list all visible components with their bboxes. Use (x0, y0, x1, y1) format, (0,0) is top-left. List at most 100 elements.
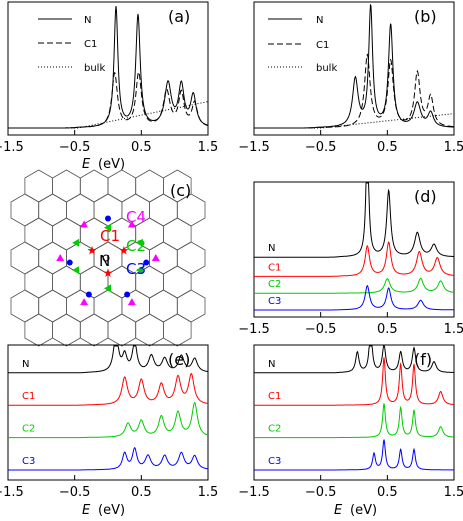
lattice-sites: ★ ★ ★ (56, 215, 160, 306)
panel-e-series-labels: N C1 C2 C3 (22, 359, 35, 467)
panel-e: (e) N C1 C2 C3 −1.5 −0.5 0.5 1.5 E (eV) (0, 344, 218, 518)
series-label-c2: C2 (268, 424, 281, 435)
lattice-hexagon (24, 217, 53, 251)
xlabel-variable: E (82, 157, 91, 172)
site-label-c1: C1 (100, 227, 120, 245)
panel-d-x-ticks: −1.5 −0.5 0.5 1.5 (238, 312, 463, 337)
series-label-c1: C1 (22, 391, 35, 402)
series-line-c2 (8, 401, 209, 439)
legend-label: N (316, 15, 323, 26)
panel-f-x-ticks: −1.5 −0.5 0.5 1.5 (238, 475, 463, 500)
series-line-c1 (8, 71, 209, 129)
series-line-c1 (8, 373, 209, 406)
site-marker-c3 (66, 259, 73, 266)
lattice-hexagon (24, 265, 53, 299)
lattice-hexagon (66, 193, 95, 227)
site-marker-c2 (135, 266, 143, 275)
panel-a-label: (a) (168, 7, 190, 26)
xlabel-unit: (eV) (98, 157, 125, 172)
panel-a-x-ticks: −1.5 −0.5 0.5 1.5 (0, 130, 218, 155)
series-line-n (254, 345, 454, 374)
x-tick-label: 1.5 (444, 322, 463, 337)
x-tick-label: −1.5 (0, 140, 24, 155)
panel-f-plot (254, 345, 454, 471)
series-line-c2 (254, 277, 454, 294)
site-marker-c4 (127, 298, 136, 306)
x-tick-label: 1.5 (444, 140, 463, 155)
site-marker-c3 (105, 215, 111, 222)
panel-f-series-labels: N C1 C2 C3 (268, 359, 281, 467)
panel-f-frame (253, 344, 455, 481)
lattice-hexagon (149, 289, 178, 323)
x-tick-label: 0.5 (131, 140, 152, 155)
series-line-c1 (254, 357, 454, 406)
site-label-c3: C3 (126, 260, 146, 278)
site-label-c2: C2 (126, 237, 146, 255)
lattice-hexagon (10, 193, 40, 227)
site-marker-c3 (124, 291, 131, 298)
panel-e-label: (e) (168, 350, 190, 369)
site-label-n: N (99, 252, 110, 270)
lattice-hexagon (38, 193, 67, 227)
lattice-hexagon (176, 241, 206, 275)
panel-e-plot (8, 345, 209, 471)
x-tick-label: −1.5 (238, 140, 270, 155)
panel-b-legend: N C1 bulk (268, 15, 337, 74)
panel-b: (b) N C1 bulk −1.5 −0.5 0.5 1.5 (238, 1, 463, 155)
panel-c: ★ ★ ★ (c) C4 C1 C2 C3 N (10, 169, 206, 347)
series-label-c3: C3 (22, 456, 35, 467)
panel-a-frame (7, 1, 209, 136)
panel-d-plot (254, 182, 455, 311)
lattice-hexagon (135, 169, 164, 203)
site-marker-c2 (104, 284, 111, 293)
site-marker-c3 (85, 291, 92, 298)
honeycomb-lattice (10, 169, 206, 347)
x-tick-label: −0.5 (59, 140, 91, 155)
lattice-hexagon (135, 313, 164, 347)
series-label-c3: C3 (268, 456, 281, 467)
lattice-hexagon (10, 241, 40, 275)
series-label-c1: C1 (268, 391, 281, 402)
panel-b-x-ticks: −1.5 −0.5 0.5 1.5 (238, 130, 463, 155)
x-tick-label: 0.5 (377, 322, 398, 337)
panel-d-series-labels: N C1 C2 C3 (268, 243, 281, 307)
x-tick-label: −1.5 (238, 485, 270, 500)
x-tick-label: −0.5 (305, 322, 337, 337)
series-line-c1 (254, 53, 455, 129)
panel-b-frame (253, 1, 455, 136)
legend-label: N (84, 15, 91, 26)
lattice-hexagon (24, 169, 53, 203)
series-line-c2 (254, 403, 454, 439)
lattice-hexagon (107, 169, 137, 203)
x-tick-label: 1.5 (198, 140, 219, 155)
series-line-c3 (254, 284, 454, 311)
site-label-c4: C4 (126, 208, 146, 226)
x-tick-label: 1.5 (198, 485, 219, 500)
site-marker-c4 (80, 220, 89, 228)
x-tick-label: 1.5 (444, 485, 463, 500)
panel-d-frame (253, 181, 455, 318)
site-marker-c1: ★ (87, 243, 98, 257)
series-line-c1 (254, 241, 454, 277)
site-marker-c1: ★ (119, 243, 130, 257)
series-label-n: N (22, 359, 29, 370)
panel-b-plot (254, 4, 455, 129)
xlabel-variable: E (334, 503, 343, 518)
lattice-hexagon (162, 217, 192, 251)
lattice-hexagon (52, 313, 81, 347)
panel-c-label: (c) (170, 181, 191, 200)
site-marker-c1: ★ (103, 266, 114, 280)
lattice-hexagon (162, 265, 192, 299)
series-label-c1: C1 (268, 262, 281, 273)
site-marker-c2 (135, 238, 143, 247)
legend-label: bulk (84, 63, 105, 74)
x-tick-label: 0.5 (377, 485, 398, 500)
panel-f-label: (f) (414, 350, 432, 369)
panel-e-x-ticks: −1.5 −0.5 0.5 1.5 (0, 475, 218, 500)
x-tick-label: −0.5 (305, 140, 337, 155)
lattice-hexagon (52, 217, 81, 251)
lattice-hexagon (38, 289, 67, 323)
lattice-hexagon (79, 169, 109, 203)
x-tick-label: 0.5 (131, 485, 152, 500)
